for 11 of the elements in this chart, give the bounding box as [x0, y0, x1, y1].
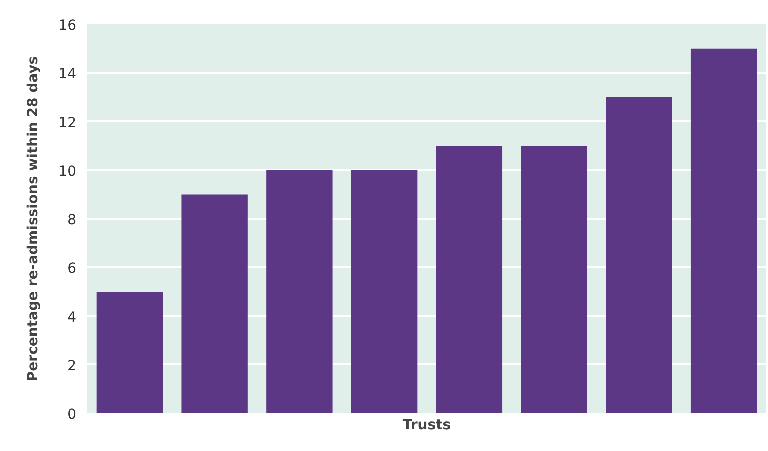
y-tick-label: 8: [68, 212, 77, 228]
y-tick-label: 0: [68, 407, 77, 423]
y-tick-label: 14: [58, 66, 77, 83]
y-tick-label: 4: [68, 310, 77, 326]
x-axis-title: Trusts: [402, 418, 452, 434]
y-tick-label: 12: [58, 115, 77, 132]
y-tick-label: 6: [68, 261, 77, 278]
y-tick-label: 16: [58, 18, 77, 34]
y-axis-title: Percentage re-admissions within 28 days: [26, 56, 42, 382]
y-tick-label: 2: [68, 358, 77, 374]
y-tick-label: 10: [58, 164, 77, 180]
